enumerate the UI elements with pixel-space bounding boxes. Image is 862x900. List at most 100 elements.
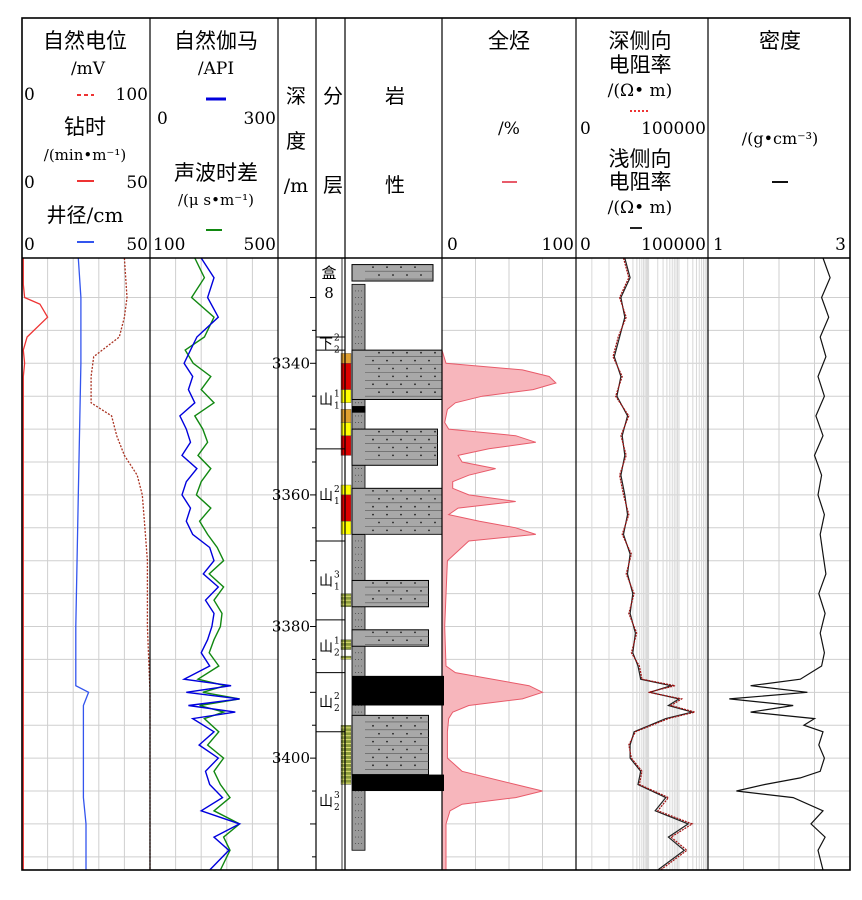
oil-show-band bbox=[340, 435, 352, 456]
rd-min-2: 0 bbox=[580, 235, 591, 255]
den-max: 3 bbox=[835, 235, 846, 255]
oil-show-band bbox=[340, 353, 352, 364]
sand-dot bbox=[392, 497, 394, 500]
sandstone-bed bbox=[351, 264, 434, 282]
gr-unit: /API bbox=[198, 59, 234, 79]
sand-dot bbox=[386, 529, 388, 532]
sand-dot bbox=[434, 367, 436, 370]
strata-label-sub: 2 bbox=[334, 648, 340, 658]
sand-dot bbox=[372, 764, 374, 767]
gr-max: 300 bbox=[244, 109, 276, 129]
depth-tick-label: 3360 bbox=[272, 486, 310, 504]
oil-show-band bbox=[340, 422, 352, 436]
sand-dot bbox=[406, 590, 408, 592]
gamma-ray-curve bbox=[179, 257, 242, 871]
sand-dot bbox=[414, 597, 416, 600]
sand-dot bbox=[406, 454, 408, 457]
sp-max: 100 bbox=[116, 85, 148, 105]
sand-dot bbox=[386, 764, 388, 767]
sand-dot bbox=[420, 367, 422, 370]
rop-min: 0 bbox=[24, 173, 35, 193]
sand-dot bbox=[428, 359, 430, 362]
rd-max: 100000 bbox=[641, 119, 706, 139]
strata-label: 山 bbox=[319, 573, 333, 589]
sand-dot bbox=[400, 582, 402, 584]
sand-dot bbox=[372, 359, 374, 362]
rs-unit: /(Ω• m) bbox=[608, 198, 673, 218]
sand-dot bbox=[386, 505, 388, 508]
sand-dot bbox=[414, 724, 416, 727]
sand-dot bbox=[414, 359, 416, 362]
sand-dot bbox=[392, 351, 394, 354]
oil-show-band bbox=[340, 639, 352, 650]
sand-dot bbox=[414, 582, 416, 584]
sand-dot bbox=[378, 391, 380, 394]
strata-label-sup: 1 bbox=[334, 389, 340, 399]
sandstone-bed bbox=[351, 487, 443, 535]
sand-dot bbox=[434, 521, 436, 524]
sandstone-bed bbox=[351, 349, 443, 400]
ac-min: 100 bbox=[153, 235, 185, 255]
tg-min: 0 bbox=[447, 235, 458, 255]
oil-show-band bbox=[340, 363, 352, 390]
sandstone-bed bbox=[351, 579, 429, 608]
depth-label-3: /m bbox=[284, 175, 308, 197]
strata-label-sub: 1 bbox=[334, 497, 340, 507]
density-curve bbox=[729, 257, 831, 871]
tg-max: 100 bbox=[542, 235, 574, 255]
cal-min: 0 bbox=[24, 235, 35, 255]
sand-dot bbox=[392, 375, 394, 378]
sand-dot bbox=[400, 383, 402, 386]
sand-dot bbox=[400, 740, 402, 743]
sand-dot bbox=[414, 756, 416, 759]
sandstone-bed bbox=[351, 428, 438, 466]
sand-dot bbox=[392, 521, 394, 524]
sand-dot bbox=[414, 513, 416, 516]
sand-dot bbox=[372, 383, 374, 386]
oil-show-band bbox=[340, 655, 352, 660]
sand-dot bbox=[400, 597, 402, 600]
strata-label: 下 bbox=[319, 337, 333, 353]
sand-dot bbox=[414, 266, 416, 269]
sand-dot bbox=[372, 490, 374, 492]
sand-dot bbox=[392, 454, 394, 457]
sand-dot bbox=[378, 717, 380, 719]
deep-resistivity-curve bbox=[612, 257, 698, 871]
strata-label-2: 层 bbox=[323, 173, 343, 197]
sand-dot bbox=[392, 717, 394, 719]
sand-dot bbox=[378, 497, 380, 500]
sand-dot bbox=[428, 490, 430, 492]
depth-tick-label: 3400 bbox=[272, 749, 310, 767]
sand-dot bbox=[400, 529, 402, 532]
sand-dot bbox=[372, 740, 374, 743]
sand-dot bbox=[372, 513, 374, 516]
sand-dot bbox=[386, 359, 388, 362]
sand-dot bbox=[372, 597, 374, 600]
sand-dot bbox=[414, 529, 416, 532]
sand-dot bbox=[420, 497, 422, 500]
sand-dot bbox=[428, 383, 430, 386]
total-gas-curve bbox=[441, 258, 557, 870]
sand-dot bbox=[400, 438, 402, 441]
sand-dot bbox=[386, 490, 388, 492]
tg-unit: /% bbox=[498, 119, 520, 139]
sand-dot bbox=[428, 529, 430, 532]
strata-label: 山 bbox=[319, 695, 333, 711]
sand-dot bbox=[434, 497, 436, 500]
sand-dot bbox=[400, 505, 402, 508]
strata-label-sup: 2 bbox=[334, 692, 340, 702]
sand-dot bbox=[420, 274, 422, 276]
sand-dot bbox=[406, 375, 408, 378]
sand-dot bbox=[420, 430, 422, 433]
ac-unit: /(μ s•m⁻¹) bbox=[178, 191, 254, 209]
sand-dot bbox=[414, 740, 416, 743]
lith-label-2: 性 bbox=[385, 173, 405, 197]
strata-label-sup: 2 bbox=[334, 334, 340, 344]
sand-dot bbox=[400, 724, 402, 727]
sand-dot bbox=[400, 764, 402, 767]
sand-dot bbox=[378, 274, 380, 276]
oil-show-band bbox=[340, 484, 352, 496]
total-gas-fill bbox=[442, 258, 556, 870]
sand-dot bbox=[420, 590, 422, 592]
sandstone-bed bbox=[351, 714, 429, 776]
